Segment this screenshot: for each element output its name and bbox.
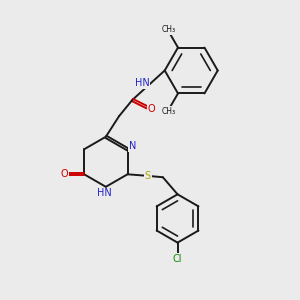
Text: Cl: Cl xyxy=(173,254,182,264)
Text: O: O xyxy=(148,104,155,114)
Text: HN: HN xyxy=(135,78,149,88)
Text: HN: HN xyxy=(97,188,112,198)
Text: S: S xyxy=(145,171,151,181)
Text: CH₃: CH₃ xyxy=(162,107,176,116)
Text: N: N xyxy=(129,141,136,151)
Text: O: O xyxy=(60,169,68,179)
Text: CH₃: CH₃ xyxy=(162,25,176,34)
